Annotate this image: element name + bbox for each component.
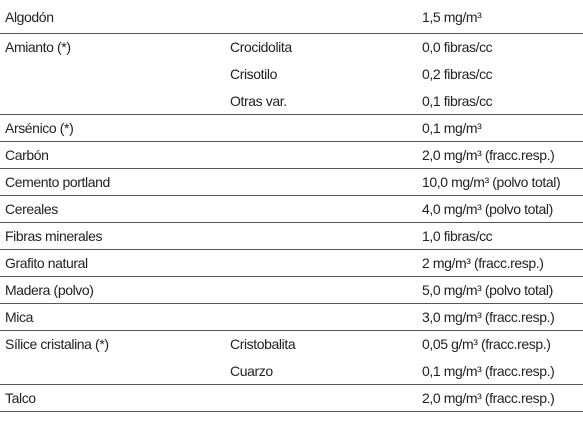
- substance: Cereales: [5, 201, 58, 217]
- table-row: Amianto (*) Crocidolita 0,0 fibras/cc Criso…: [0, 34, 583, 115]
- limit: 0,05 g/m³ (fracc.resp.): [422, 336, 551, 352]
- substance: Carbón: [5, 147, 49, 163]
- table-row: Grafito natural 2 mg/m³ (fracc.resp.): [0, 250, 583, 277]
- substance: Grafito natural: [5, 255, 88, 271]
- variety: Cuarzo: [230, 363, 273, 379]
- substance: Algodón: [5, 9, 54, 25]
- variety: Otras var.: [230, 93, 287, 109]
- table-row: Sílice cristalina (*) Cristobalita 0,05 g/…: [0, 331, 583, 385]
- limit: 0,2 fibras/cc: [422, 66, 493, 82]
- variety: Crisotilo: [230, 66, 277, 82]
- substance: Amianto (*): [5, 39, 71, 55]
- limit: 10,0 mg/m³ (polvo total): [422, 174, 561, 190]
- limit: 0,1 mg/m³: [422, 120, 482, 136]
- limit: 1,0 fibras/cc: [422, 228, 493, 244]
- limit: 0,0 fibras/cc: [422, 39, 493, 55]
- variety: Cristobalita: [230, 336, 296, 352]
- limit: 0,1 mg/m³ (fracc.resp.): [422, 363, 555, 379]
- limit: 1,5 mg/m³: [422, 9, 482, 25]
- substance: Sílice cristalina (*): [5, 336, 109, 352]
- table-row: Cereales 4,0 mg/m³ (polvo total): [0, 196, 583, 223]
- table-row: Cemento portland 10,0 mg/m³ (polvo total): [0, 169, 583, 196]
- limit: 5,0 mg/m³ (polvo total): [422, 282, 553, 298]
- table-row: Talco 2,0 mg/m³ (fracc.resp.): [0, 385, 583, 412]
- table-row: Arsénico (*) 0,1 mg/m³: [0, 115, 583, 142]
- substance: Talco: [5, 390, 36, 406]
- substance: Mica: [5, 309, 33, 325]
- variety: Crocidolita: [230, 39, 292, 55]
- limit: 3,0 mg/m³ (fracc.resp.): [422, 309, 555, 325]
- limit: 4,0 mg/m³ (polvo total): [422, 201, 553, 217]
- substance: Madera (polvo): [5, 282, 94, 298]
- table-row: Fibras minerales 1,0 fibras/cc: [0, 223, 583, 250]
- limit: 2,0 mg/m³ (fracc.resp.): [422, 390, 555, 406]
- substance: Cemento portland: [5, 174, 110, 190]
- limit: 0,1 fibras/cc: [422, 93, 493, 109]
- table-row: Algodón 1,5 mg/m³: [0, 4, 583, 34]
- substance: Arsénico (*): [5, 120, 74, 136]
- table-row: Carbón 2,0 mg/m³ (fracc.resp.): [0, 142, 583, 169]
- table-row: Madera (polvo) 5,0 mg/m³ (polvo total): [0, 277, 583, 304]
- substance: Fibras minerales: [5, 228, 103, 244]
- limit: 2 mg/m³ (fracc.resp.): [422, 255, 544, 271]
- limit: 2,0 mg/m³ (fracc.resp.): [422, 147, 555, 163]
- table-row: Mica 3,0 mg/m³ (fracc.resp.): [0, 304, 583, 331]
